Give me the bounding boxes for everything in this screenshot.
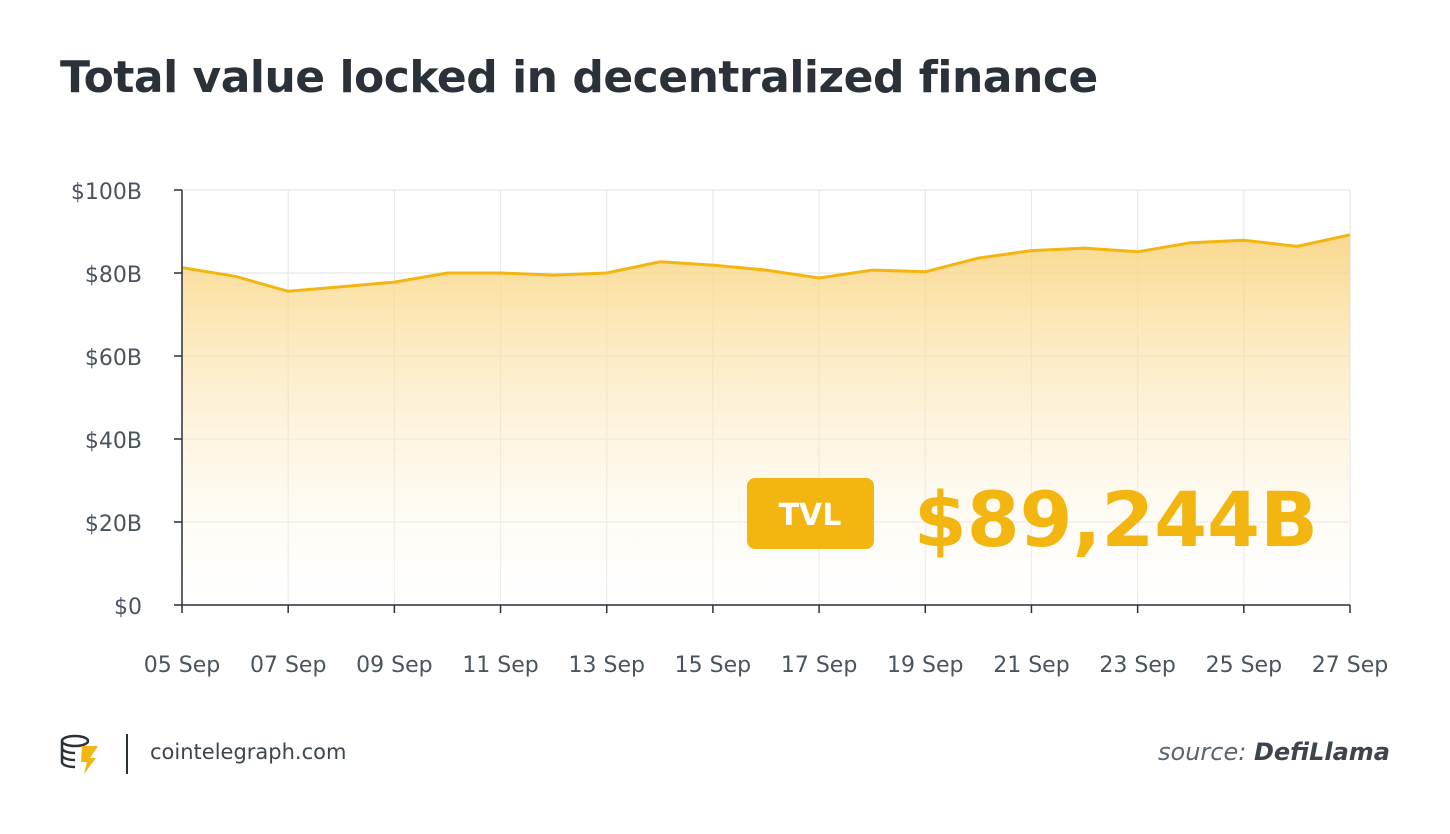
chart-title: Total value locked in decentralized fina… xyxy=(60,52,1098,103)
x-tick-label: 13 Sep xyxy=(569,653,645,678)
x-tick-label: 19 Sep xyxy=(887,653,963,678)
source-credit: source: DefiLlama xyxy=(1158,738,1390,766)
x-tick-label: 27 Sep xyxy=(1312,653,1388,678)
tvl-badge-label: TVL xyxy=(779,498,842,533)
x-tick-label: 11 Sep xyxy=(462,653,538,678)
brand-url: cointelegraph.com xyxy=(150,740,347,764)
tvl-value: $89,244B xyxy=(914,475,1318,564)
y-tick-label: $40B xyxy=(85,429,142,454)
y-tick-label: $20B xyxy=(85,512,142,537)
y-tick-label: $0 xyxy=(114,595,142,620)
y-tick-label: $100B xyxy=(71,180,142,205)
x-tick-label: 25 Sep xyxy=(1206,653,1282,678)
x-tick-label: 09 Sep xyxy=(356,653,432,678)
cointelegraph-logo-icon xyxy=(60,734,98,774)
x-tick-label: 17 Sep xyxy=(781,653,857,678)
x-tick-label: 05 Sep xyxy=(144,653,220,678)
y-tick-label: $80B xyxy=(85,263,142,288)
x-tick-label: 23 Sep xyxy=(1099,653,1175,678)
x-axis-tick-labels: 05 Sep 07 Sep 09 Sep 11 Sep 13 Sep 15 Sep 17 S… xyxy=(144,653,1388,678)
x-tick-label: 15 Sep xyxy=(675,653,751,678)
y-axis-tick-labels: $0 $20B $40B $60B $80B $100B xyxy=(71,180,142,620)
tvl-badge xyxy=(747,478,874,549)
x-tick-label: 21 Sep xyxy=(993,653,1069,678)
tvl-series-line xyxy=(181,233,1351,293)
footer-divider xyxy=(126,734,128,774)
y-tick-label: $60B xyxy=(85,346,142,371)
source-prefix: source: xyxy=(1158,738,1247,766)
tvl-area-fill xyxy=(182,234,1350,606)
source-name: DefiLlama xyxy=(1253,738,1390,766)
axes xyxy=(174,189,1351,613)
x-tick-label: 07 Sep xyxy=(250,653,326,678)
